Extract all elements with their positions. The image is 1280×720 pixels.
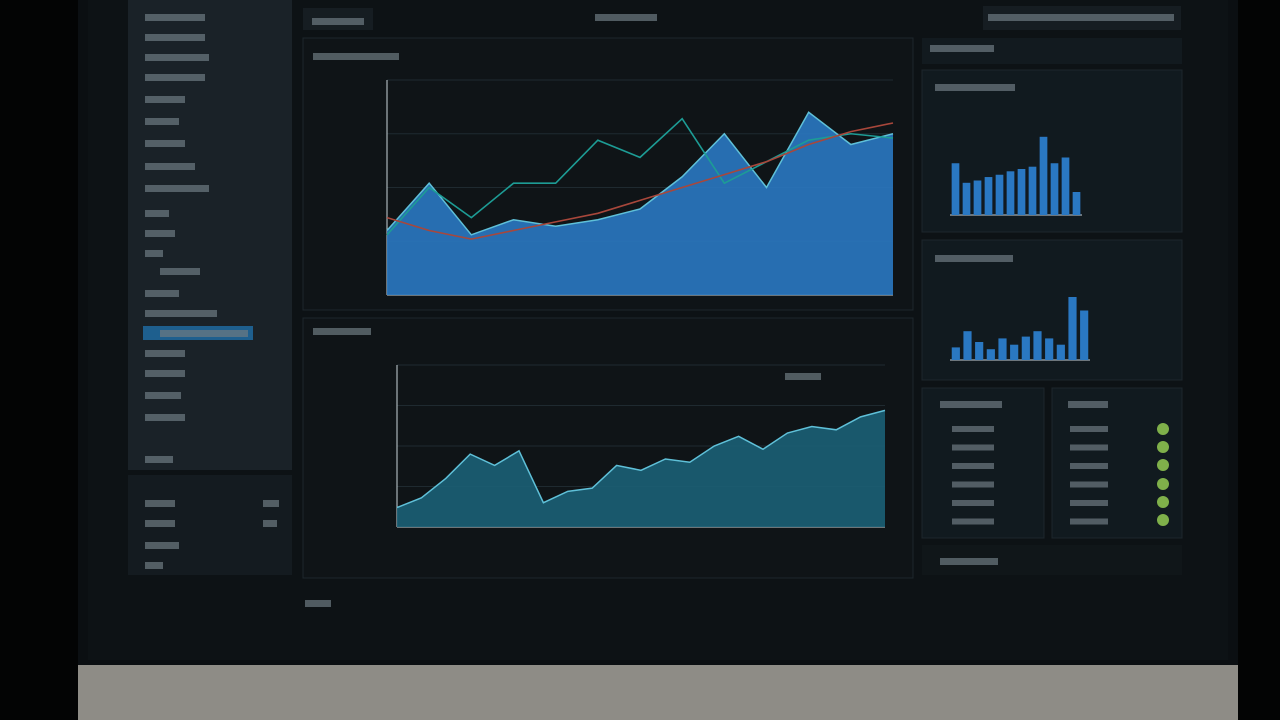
text-stub — [145, 34, 205, 41]
text-stub — [313, 328, 371, 335]
text-stub — [1068, 401, 1108, 408]
bar — [986, 349, 995, 360]
bar — [951, 163, 960, 215]
bar — [1072, 192, 1081, 215]
text-stub — [145, 74, 205, 81]
monitor-stand — [78, 665, 1238, 720]
text-stub — [595, 14, 657, 21]
text-stub — [145, 185, 209, 192]
text-stub — [1070, 444, 1108, 451]
text-stub — [935, 84, 1015, 91]
bar — [963, 331, 972, 360]
text-stub — [145, 414, 185, 421]
text-stub — [940, 401, 1002, 408]
bar — [1006, 171, 1015, 215]
text-stub — [952, 463, 994, 469]
text-stub — [145, 96, 185, 103]
text-stub — [145, 230, 175, 237]
status-dot — [1157, 441, 1169, 453]
text-stub — [145, 392, 181, 399]
bar — [962, 182, 971, 215]
text-stub — [935, 255, 1013, 262]
text-stub — [145, 456, 173, 463]
bar — [975, 342, 984, 360]
text-stub — [1070, 463, 1108, 469]
bar — [1017, 169, 1026, 215]
area-edge — [396, 409, 886, 509]
text-stub — [145, 118, 179, 125]
bar — [1010, 344, 1019, 360]
text-stub — [145, 520, 175, 527]
text-stub — [952, 500, 994, 506]
text-stub — [313, 53, 399, 60]
line — [386, 122, 894, 240]
text-stub — [952, 518, 994, 525]
text-stub — [160, 268, 200, 275]
text-stub — [930, 45, 994, 52]
text-stub — [952, 481, 994, 488]
text-stub — [145, 500, 175, 507]
text-stub — [145, 370, 185, 377]
text-stub — [1070, 481, 1108, 488]
text-stub — [263, 520, 277, 527]
bar — [1056, 344, 1065, 360]
text-stub — [988, 14, 1174, 21]
text-stub — [145, 562, 163, 569]
text-stub — [145, 290, 179, 297]
text-stub — [940, 558, 998, 565]
text-stub — [1070, 518, 1108, 525]
bar — [1039, 136, 1048, 215]
text-stub — [145, 54, 209, 61]
status-dot — [1157, 514, 1169, 526]
area — [397, 410, 885, 527]
bar — [995, 174, 1004, 215]
line — [386, 117, 894, 236]
text-stub — [145, 210, 169, 217]
bar — [1028, 166, 1037, 215]
bar — [1050, 163, 1059, 215]
status-dot — [1157, 496, 1169, 508]
bar — [951, 347, 960, 360]
bar — [1021, 336, 1030, 360]
text-stub — [145, 310, 217, 317]
text-stub — [952, 444, 994, 451]
text-stub — [785, 373, 821, 380]
text-stub — [305, 600, 331, 607]
text-stub — [145, 250, 163, 257]
text-stub — [145, 140, 185, 147]
bar — [1033, 331, 1042, 360]
bar — [1061, 157, 1070, 215]
area-edge — [386, 111, 894, 236]
text-stub — [952, 426, 994, 432]
bar — [998, 338, 1007, 360]
text-stub — [145, 163, 195, 170]
bar — [1045, 338, 1054, 360]
bar — [1068, 297, 1077, 360]
bar — [973, 180, 982, 215]
text-stub — [1070, 426, 1108, 432]
status-dot — [1157, 478, 1169, 490]
text-stub — [263, 500, 279, 507]
text-stub — [145, 350, 185, 357]
text-stub — [160, 330, 248, 337]
text-stub — [145, 542, 179, 549]
area — [387, 112, 893, 295]
status-dot — [1157, 423, 1169, 435]
text-stub — [145, 14, 205, 21]
text-stub — [1070, 500, 1108, 506]
text-stub — [312, 18, 364, 25]
bar — [984, 177, 993, 215]
status-dot — [1157, 459, 1169, 471]
bar — [1080, 310, 1089, 360]
status-dots — [1157, 423, 1169, 526]
